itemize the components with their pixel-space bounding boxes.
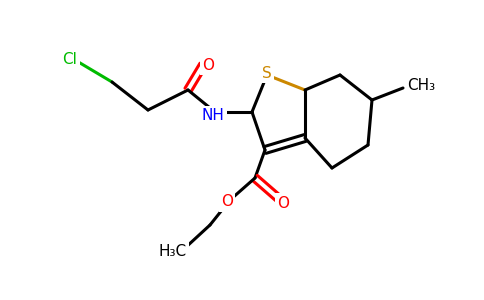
Text: CH₃: CH₃ [407,77,435,92]
Text: O: O [202,58,214,73]
Text: H₃C: H₃C [159,244,187,259]
Text: NH: NH [201,109,225,124]
Text: S: S [262,65,272,80]
Text: Cl: Cl [62,52,77,68]
Text: O: O [277,196,289,211]
Text: O: O [221,194,233,209]
